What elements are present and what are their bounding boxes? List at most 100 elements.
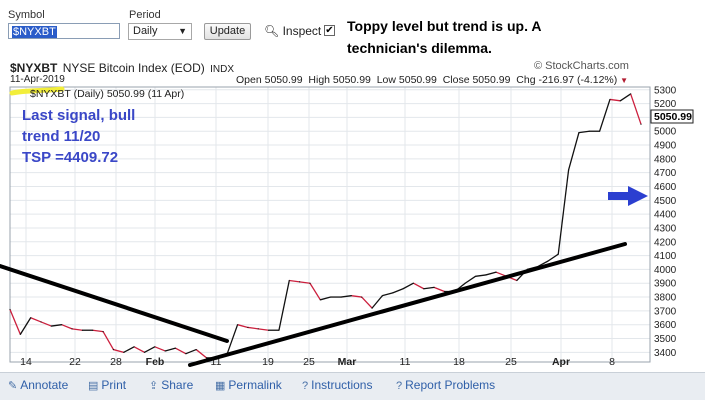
symbol-input[interactable]: $NYXBT xyxy=(8,23,120,39)
price-point xyxy=(299,281,301,283)
price-point xyxy=(609,98,611,101)
top-annotation-line2: technician's dilemma. xyxy=(347,40,492,56)
y-tick-label: 3700 xyxy=(654,306,677,317)
chart-name: NYSE Bitcoin Index (EOD) xyxy=(62,61,205,75)
y-tick-label: 5300 xyxy=(654,85,677,96)
x-tick-label: 22 xyxy=(69,356,81,368)
y-tick-label: 3400 xyxy=(654,348,677,359)
report-problems-link[interactable]: ? Report Problems xyxy=(396,378,495,392)
question-icon: ? xyxy=(302,380,309,392)
chart-toolbar: Symbol $NYXBT Period Daily ▼ Update 🔍︎ In… xyxy=(0,0,705,60)
chevron-down-icon: ▼ xyxy=(178,26,187,36)
high-value: High 5050.99 xyxy=(308,74,371,86)
annotate-link[interactable]: ✎ Annotate xyxy=(8,378,68,392)
price-segment xyxy=(619,93,632,102)
price-segment xyxy=(51,324,62,327)
y-axis: 3400 3500 3600 3700 3800 3900 4000 4100 4200 4300… xyxy=(654,85,677,359)
instructions-link[interactable]: ? Instructions xyxy=(302,378,372,392)
price-point xyxy=(133,346,135,348)
price-point xyxy=(50,325,52,327)
x-tick-label: 25 xyxy=(505,356,517,368)
price-point xyxy=(588,130,590,132)
ohlc-readout: Open 5050.99 High 5050.99 Low 5050.99 Cl… xyxy=(236,74,628,86)
y-tick-label: 5200 xyxy=(654,99,677,110)
price-point xyxy=(9,308,11,311)
price-segment xyxy=(144,346,156,353)
price-segment xyxy=(351,295,362,298)
price-point xyxy=(185,353,187,355)
price-point xyxy=(495,271,497,273)
price-segment xyxy=(40,321,52,327)
print-link[interactable]: ▤ Print xyxy=(88,378,126,392)
price-point xyxy=(443,290,446,293)
price-point xyxy=(288,279,290,282)
blue-arrow-icon xyxy=(608,186,648,206)
instructions-label: Instructions xyxy=(311,378,373,392)
price-point xyxy=(340,296,342,298)
x-tick-label: Mar xyxy=(338,356,357,368)
price-segment xyxy=(340,295,352,298)
chart-grid xyxy=(10,87,650,362)
y-tick-label: 3900 xyxy=(654,279,677,290)
price-point xyxy=(412,282,415,284)
price-segment xyxy=(237,324,249,329)
inspect-checkbox[interactable]: ✔ xyxy=(324,25,335,36)
price-segment xyxy=(175,347,187,355)
permalink-link[interactable]: ▦ Permalink xyxy=(215,378,282,392)
period-value: Daily xyxy=(133,25,158,37)
print-label: Print xyxy=(101,378,127,392)
price-point xyxy=(630,93,632,95)
price-point xyxy=(485,274,487,276)
close-value: Close 5050.99 xyxy=(442,74,511,86)
price-point xyxy=(578,132,580,134)
price-point xyxy=(143,351,146,353)
price-segment xyxy=(247,326,259,330)
price-point xyxy=(319,299,321,301)
y-tick-label: 3500 xyxy=(654,334,677,345)
x-tick-label: 11 xyxy=(400,356,411,368)
price-point xyxy=(402,288,404,290)
price-segment xyxy=(392,288,404,294)
price-segment xyxy=(320,296,331,301)
price-segment xyxy=(413,282,425,290)
price-point xyxy=(309,282,311,284)
y-tick-label: 4600 xyxy=(654,182,677,193)
price-segment xyxy=(309,282,321,301)
inspect-toggle[interactable]: 🔍︎ Inspect xyxy=(264,24,321,38)
price-point xyxy=(433,286,435,288)
resistance-trendline xyxy=(0,264,229,343)
price-segment xyxy=(185,348,197,355)
price-segment xyxy=(154,346,166,352)
price-point xyxy=(557,253,559,255)
price-point xyxy=(474,275,477,277)
change-value: Chg -216.97 (-4.12%) xyxy=(516,74,618,86)
price-point xyxy=(40,321,42,323)
chart-title: $NYXBT NYSE Bitcoin Index (EOD) INDX xyxy=(10,61,234,75)
y-tick-label: 4400 xyxy=(654,210,677,221)
price-point xyxy=(567,169,570,171)
price-point xyxy=(71,328,73,330)
share-link[interactable]: ⇪ Share xyxy=(149,378,193,392)
signal-line3: TSP =4409.72 xyxy=(22,149,119,166)
chart-exchange: INDX xyxy=(210,64,234,75)
x-tick-label: Feb xyxy=(146,356,165,368)
chart-symbol: $NYXBT xyxy=(10,61,58,75)
price-point xyxy=(123,351,125,353)
price-point xyxy=(205,357,208,359)
price-point xyxy=(278,329,280,331)
price-segment xyxy=(361,296,373,309)
price-point xyxy=(330,296,332,298)
y-tick-label: 3600 xyxy=(654,320,677,331)
price-segment xyxy=(299,281,311,284)
update-button[interactable]: Update xyxy=(204,23,251,40)
price-segment xyxy=(371,295,383,309)
period-label: Period xyxy=(129,9,161,21)
top-annotation: Toppy level but trend is up. A technicia… xyxy=(347,15,637,59)
price-segment xyxy=(547,253,559,262)
price-point xyxy=(236,324,239,326)
x-tick-label: Apr xyxy=(552,356,570,368)
price-point xyxy=(81,329,84,331)
price-segment xyxy=(402,282,414,290)
period-select[interactable]: Daily ▼ xyxy=(128,23,192,40)
plot-frame xyxy=(9,86,651,363)
